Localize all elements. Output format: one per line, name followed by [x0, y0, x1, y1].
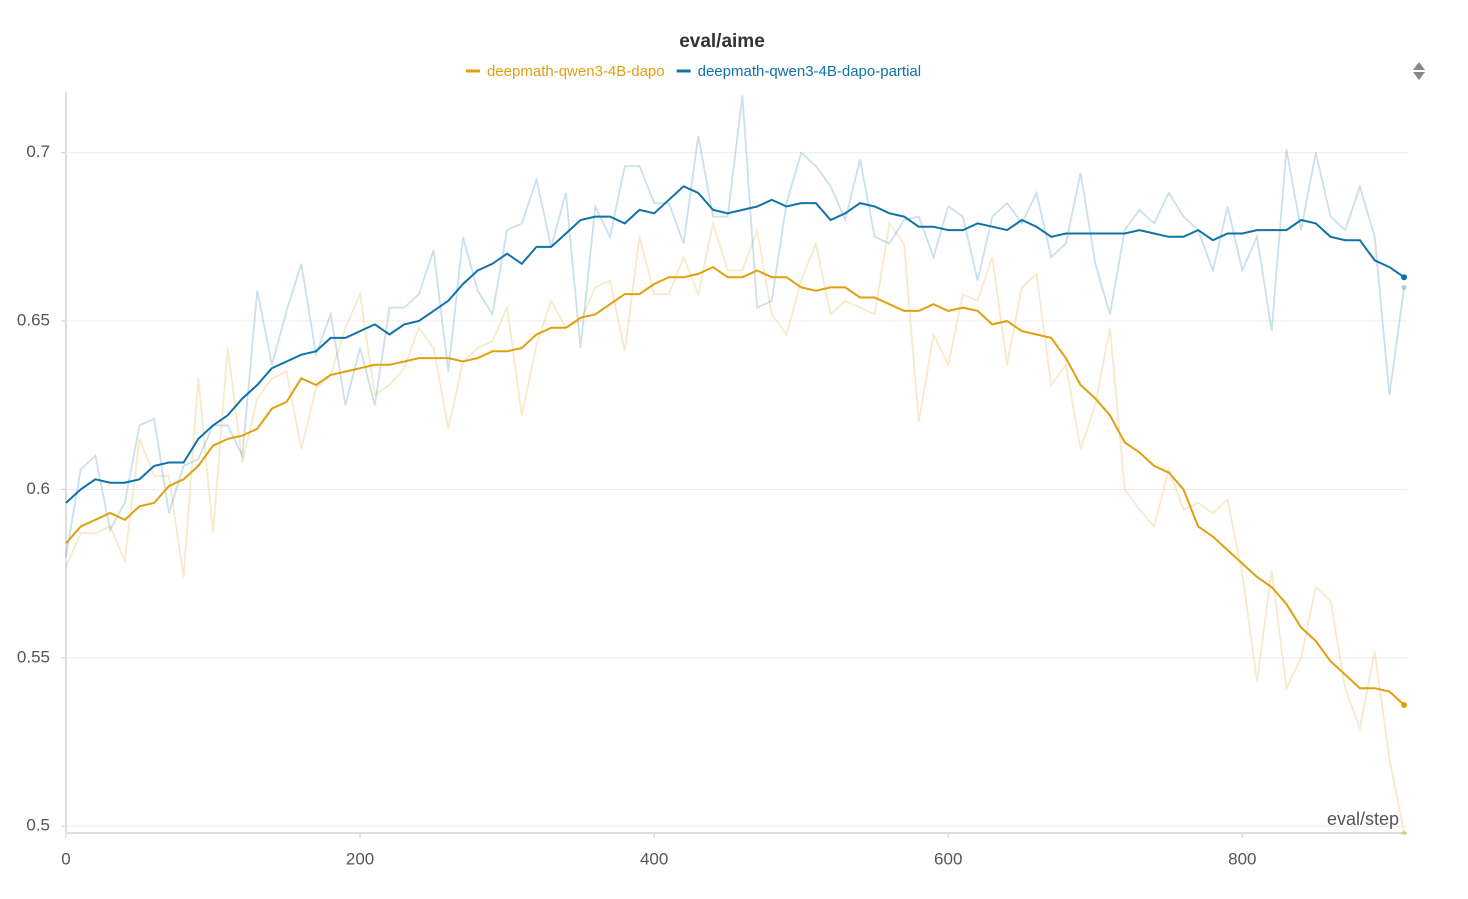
sort-down[interactable] — [1413, 72, 1425, 80]
chart-title: eval/aime — [679, 31, 765, 52]
raw-end-point — [1401, 830, 1407, 836]
y-tick-label: 0.5 — [26, 816, 50, 835]
raw-end-point — [1401, 284, 1407, 290]
x-tick-label: 0 — [61, 849, 70, 868]
sort-up[interactable] — [1413, 62, 1425, 70]
smoothed-line — [65, 185, 1405, 504]
y-tick-label: 0.65 — [17, 311, 50, 330]
x-axis-label: eval/step — [1327, 809, 1399, 829]
smoothed-line — [65, 265, 1405, 706]
raw-line — [65, 219, 1405, 834]
sort-icon[interactable] — [1413, 62, 1425, 80]
x-tick-label: 200 — [346, 849, 374, 868]
end-point — [1401, 702, 1408, 709]
legend-label: deepmath-qwen3-4B-dapo-partial — [698, 63, 921, 80]
y-tick-label: 0.55 — [17, 647, 50, 666]
raw-line — [65, 95, 1405, 557]
end-point — [1401, 274, 1408, 281]
legend-label: deepmath-qwen3-4B-dapo — [487, 63, 665, 80]
y-tick-label: 0.6 — [26, 479, 50, 498]
x-tick-label: 600 — [934, 849, 962, 868]
x-tick-label: 800 — [1228, 849, 1256, 868]
x-tick-label: 400 — [640, 849, 668, 868]
y-tick-label: 0.7 — [26, 142, 50, 161]
